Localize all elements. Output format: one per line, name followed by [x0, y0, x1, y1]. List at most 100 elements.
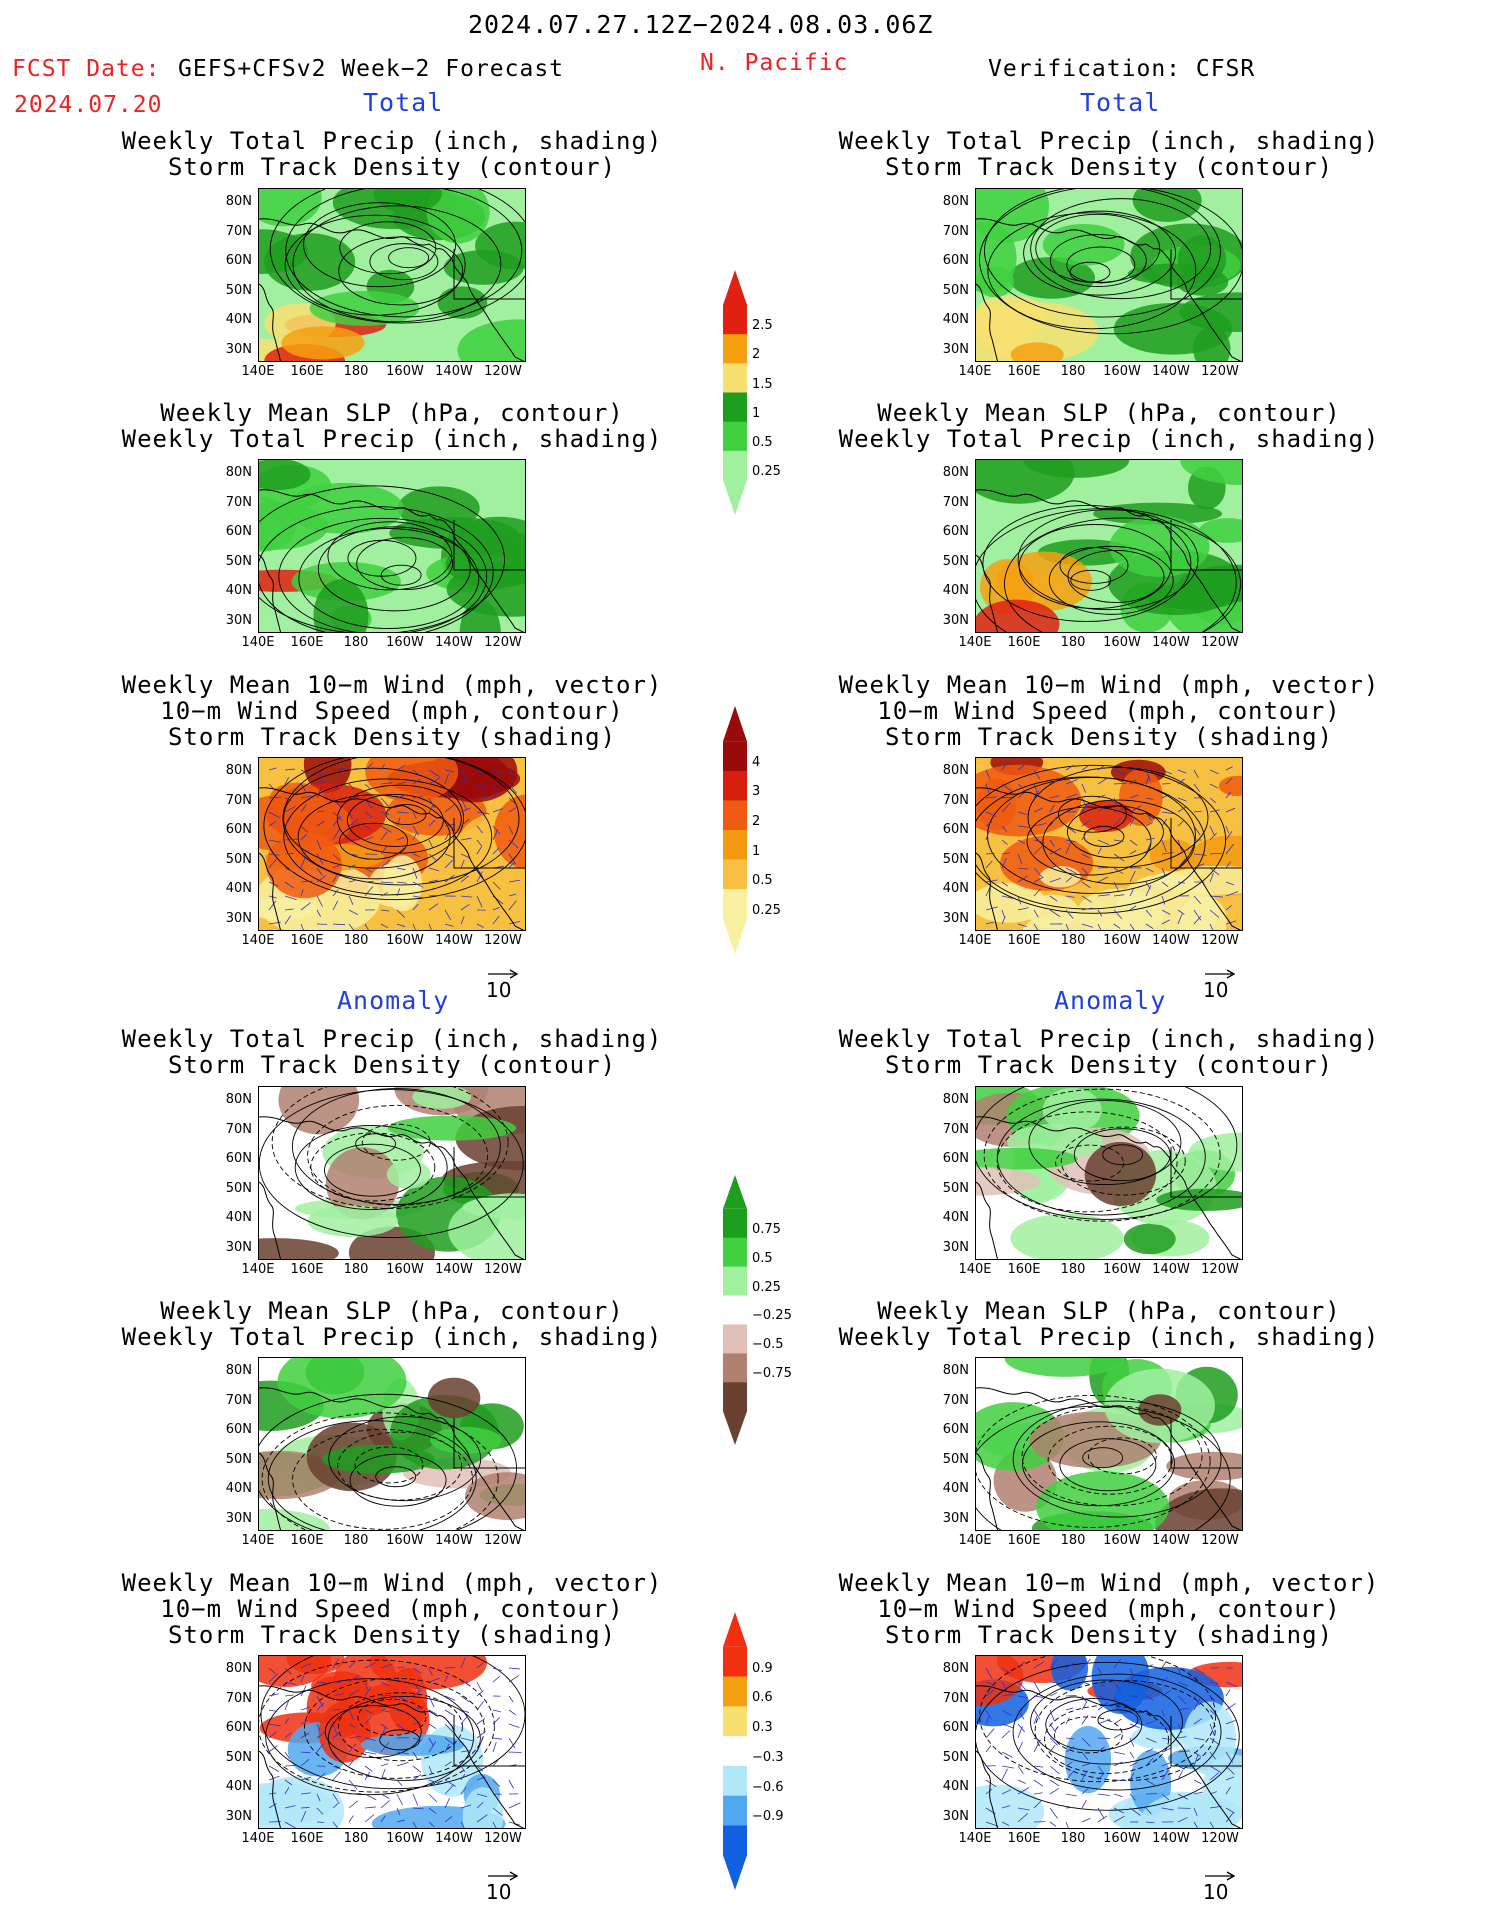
wind-vector [1145, 885, 1152, 897]
wind-vector [412, 769, 420, 776]
colorbar-segment [723, 1353, 747, 1383]
wind-vector [1065, 1707, 1073, 1711]
shading-region [278, 1087, 360, 1135]
wind-vector [1017, 825, 1031, 828]
wind-vector [1065, 895, 1075, 898]
wind-vector [444, 1674, 449, 1683]
coastline [259, 218, 525, 361]
wind-vector [1097, 1807, 1105, 1819]
wind-vector [1001, 1821, 1010, 1826]
panel-title: Weekly Mean 10−m Wind (mph, vector) 10−m … [112, 1570, 672, 1648]
wind-vector [444, 1784, 454, 1795]
lat-tick-label: 60N [942, 253, 969, 268]
colorbar-tick-label: 0.75 [752, 1221, 781, 1237]
wind-vector [348, 895, 354, 905]
lon-tick-label: 180 [1060, 1533, 1086, 1548]
lon-tick-label: 180 [343, 1262, 369, 1277]
wind-vector [1145, 1681, 1153, 1688]
contour-line [263, 758, 525, 901]
lon-tick-label: 140W [435, 635, 473, 650]
wind-vector [396, 1807, 401, 1816]
map-plot [975, 1086, 1243, 1260]
wind-vector [364, 1806, 376, 1809]
wind-vector [300, 804, 307, 813]
contour-line [355, 1133, 397, 1155]
wind-vector [1161, 1660, 1167, 1669]
lon-tick-label: 180 [1060, 364, 1086, 379]
wind-vector [1241, 881, 1242, 882]
panel-title: Weekly Mean 10−m Wind (mph, vector) 10−m … [829, 1570, 1389, 1648]
contour-line [303, 1677, 485, 1779]
wind-vector [1049, 816, 1057, 827]
colorbar-precip_anom [723, 1175, 747, 1445]
wind-vector [348, 818, 359, 827]
lon-tick-label: 120W [1201, 364, 1239, 379]
wind-vector [444, 1737, 454, 1745]
panel-title-line: Storm Track Density (shading) [167, 723, 617, 751]
wind-vector [1177, 1667, 1184, 1679]
wind-vector [316, 769, 324, 779]
wind-vector [300, 1732, 310, 1739]
wind-vector [1065, 876, 1073, 883]
wind-vector [412, 832, 418, 841]
contour-line [259, 1089, 524, 1239]
contour-line [317, 526, 471, 612]
contour-line [327, 521, 453, 591]
wind-vector [412, 1751, 418, 1760]
map-svg [259, 1656, 525, 1828]
wind-vector [508, 1802, 521, 1809]
panel-title-line: Storm Track Density (shading) [884, 723, 1334, 751]
wind-vector [1113, 1793, 1123, 1798]
wind-vector [524, 1765, 525, 1766]
wind-vector [1113, 894, 1125, 897]
wind-vector [985, 1715, 990, 1725]
lon-tick-label: 160E [290, 1831, 324, 1846]
wind-vector [1177, 1770, 1184, 1781]
lon-tick-label: 140W [1152, 1533, 1190, 1548]
wind-vector [1033, 876, 1044, 883]
wind-vector [284, 1779, 293, 1786]
wind-vector [460, 1804, 472, 1809]
wind-vector [348, 768, 358, 771]
lat-tick-label: 60N [225, 253, 252, 268]
colorbar-tick-label: 0.3 [752, 1720, 773, 1736]
wind-vector [348, 1759, 355, 1767]
lat-tick-label: 60N [225, 1422, 252, 1437]
vector-reference-3: 10 [486, 1862, 520, 1904]
wind-vector [380, 846, 388, 855]
wind-vector [1017, 1779, 1026, 1784]
wind-vector [1017, 1661, 1025, 1669]
colorbar-segment [723, 889, 747, 920]
lon-tick-label: 120W [484, 933, 522, 948]
wind-vector [508, 807, 516, 813]
wind-vector [985, 1745, 992, 1753]
wind-vector [1097, 839, 1110, 845]
contour-line [260, 1656, 525, 1790]
wind-vector [396, 1695, 408, 1702]
contour-line [267, 1420, 477, 1530]
lat-tick-label: 70N [225, 223, 252, 239]
map-svg [259, 189, 525, 361]
contour-line [380, 564, 422, 586]
lat-tick-label: 70N [942, 223, 969, 239]
lat-tick-label: 40N [942, 1779, 969, 1794]
wind-vector [508, 1674, 520, 1683]
wind-vector [524, 882, 525, 883]
panel-title-line: Weekly Total Precip (inch, shading) [838, 1323, 1380, 1351]
wind-vector [460, 859, 465, 869]
colorbar-tick-label: −0.5 [752, 1337, 784, 1353]
wind-vector [1225, 1786, 1231, 1795]
wind-vector [348, 1779, 358, 1790]
lat-tick-label: 50N [942, 1180, 969, 1196]
wind-vector [1145, 1821, 1155, 1824]
wind-vector [396, 794, 407, 799]
wind-vector [524, 1667, 525, 1668]
wind-vector [444, 1667, 456, 1669]
wind-vector [1113, 1815, 1125, 1823]
shading-region [1156, 1188, 1242, 1211]
contour-line [1035, 213, 1161, 283]
wind-vector [284, 881, 294, 889]
colorbar-tick-label: 3 [752, 784, 761, 800]
wind-vector [1017, 1765, 1024, 1774]
colorbar-tick-label: 1 [752, 843, 761, 859]
